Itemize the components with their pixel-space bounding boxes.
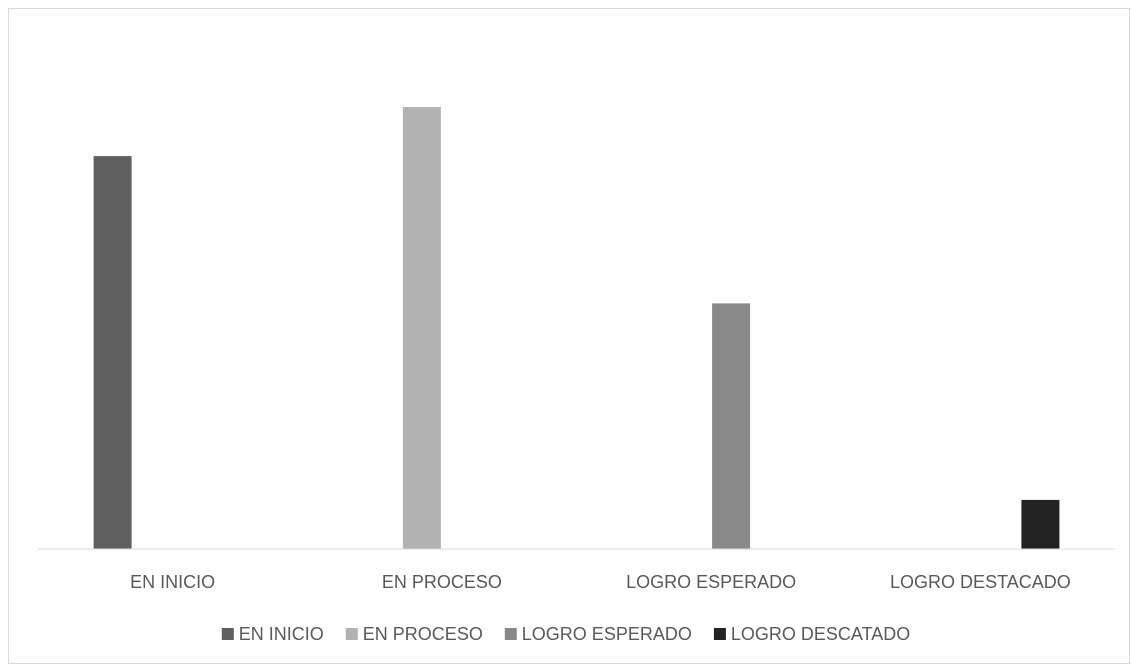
legend-label-en-proceso: EN PROCESO	[363, 624, 483, 644]
legend-swatch-en-proceso	[345, 628, 358, 640]
chart-frame	[8, 8, 1130, 664]
x-tick-label-logro-esperado: LOGRO ESPERADO	[626, 572, 796, 592]
legend: EN INICIO EN PROCESO LOGRO ESPERADO LOGRO D…	[221, 624, 910, 644]
bar-logro-descatado-logro-destacado	[1021, 499, 1060, 549]
legend-item-logro-descatado: LOGRO DESCATADO	[713, 624, 910, 644]
bars-layer	[93, 107, 1060, 549]
legend-label-logro-descatado: LOGRO DESCATADO	[731, 624, 910, 644]
legend-swatch-logro-descatado	[713, 628, 726, 640]
legend-item-logro-esperado: LOGRO ESPERADO	[504, 624, 692, 644]
bar-en-proceso-en-proceso	[402, 107, 441, 549]
legend-swatch-en-inicio	[221, 628, 234, 640]
legend-swatch-logro-esperado	[504, 628, 517, 640]
legend-label-logro-esperado: LOGRO ESPERADO	[522, 624, 692, 644]
bar-logro-esperado-logro-esperado	[712, 303, 751, 549]
legend-label-en-inicio: EN INICIO	[239, 624, 324, 644]
legend-item-en-proceso: EN PROCESO	[345, 624, 483, 644]
x-tick-label-en-proceso: EN PROCESO	[382, 572, 502, 592]
x-tick-label-en-inicio: EN INICIO	[130, 572, 215, 592]
bar-en-inicio-en-inicio	[93, 156, 132, 549]
legend-item-en-inicio: EN INICIO	[221, 624, 324, 644]
x-tick-label-logro-destacado: LOGRO DESTACADO	[890, 572, 1071, 592]
x-tick-labels: EN INICIO EN PROCESO LOGRO ESPERADO LOGRO D…	[130, 572, 1071, 592]
